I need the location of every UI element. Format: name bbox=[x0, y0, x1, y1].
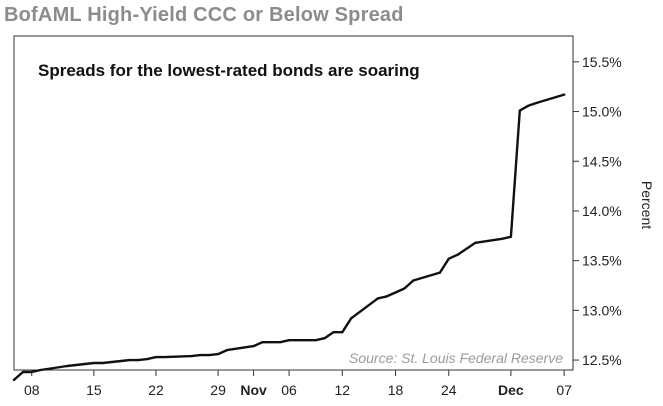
data-point bbox=[385, 295, 388, 298]
data-point bbox=[474, 241, 477, 244]
data-point bbox=[252, 345, 255, 348]
chart-title: BofAML High-Yield CCC or Below Spread bbox=[4, 4, 404, 26]
y-tick-label: 15.0% bbox=[582, 104, 622, 120]
x-tick-label: 06 bbox=[281, 382, 297, 398]
data-point bbox=[261, 341, 264, 344]
y-axis-label: Percent bbox=[639, 181, 655, 229]
y-axis: 12.5% 13.0% 13.5% 14.0% 14.5% 15.0% 15.5% bbox=[573, 54, 622, 368]
x-tick-label: Dec bbox=[498, 382, 524, 398]
x-tick-label: 15 bbox=[86, 382, 102, 398]
data-point bbox=[12, 378, 16, 381]
data-point bbox=[438, 271, 441, 274]
chart-annotation: Spreads for the lowest-rated bonds are s… bbox=[38, 61, 420, 80]
data-point bbox=[447, 257, 450, 260]
series-points bbox=[12, 93, 566, 381]
data-point bbox=[270, 341, 273, 344]
x-tick-label: 24 bbox=[441, 382, 457, 398]
y-tick-label: 15.5% bbox=[582, 54, 622, 70]
data-point bbox=[225, 349, 229, 352]
data-point bbox=[376, 297, 379, 300]
data-point bbox=[412, 279, 415, 282]
y-tick-label: 14.0% bbox=[582, 203, 622, 219]
data-point bbox=[146, 358, 149, 361]
data-point bbox=[199, 354, 202, 357]
data-point bbox=[217, 353, 220, 356]
data-point bbox=[21, 370, 24, 374]
y-tick-label: 14.5% bbox=[582, 153, 622, 169]
data-point bbox=[163, 356, 166, 359]
data-point bbox=[518, 109, 521, 112]
data-point bbox=[137, 359, 140, 362]
data-point bbox=[332, 331, 335, 334]
source-note: Source: St. Louis Federal Reserve bbox=[349, 350, 563, 366]
data-point bbox=[350, 317, 353, 320]
x-tick-label: 12 bbox=[335, 382, 351, 398]
data-point bbox=[101, 361, 104, 365]
data-point bbox=[341, 331, 344, 334]
data-point bbox=[75, 363, 78, 367]
data-point bbox=[500, 237, 504, 240]
data-point bbox=[456, 253, 459, 256]
data-point bbox=[66, 364, 69, 368]
data-point bbox=[92, 361, 95, 365]
data-point bbox=[30, 370, 33, 374]
data-point bbox=[154, 356, 158, 359]
data-point bbox=[279, 341, 282, 344]
x-tick-label: 22 bbox=[148, 382, 164, 398]
data-point bbox=[536, 101, 539, 104]
data-point bbox=[128, 359, 131, 362]
x-tick-label: 18 bbox=[388, 382, 404, 398]
data-point bbox=[527, 104, 530, 107]
y-tick-label: 13.0% bbox=[582, 302, 622, 318]
y-tick-label: 12.5% bbox=[582, 352, 622, 368]
series-line bbox=[12, 93, 566, 382]
data-point bbox=[83, 362, 87, 366]
data-point bbox=[403, 287, 406, 290]
data-point bbox=[288, 339, 291, 342]
data-point bbox=[509, 235, 512, 238]
data-point bbox=[190, 355, 193, 358]
x-tick-label: Nov bbox=[240, 382, 267, 398]
y-tick-label: 13.5% bbox=[582, 253, 622, 269]
x-tick-label: 07 bbox=[556, 382, 572, 398]
data-point bbox=[563, 93, 566, 96]
data-point bbox=[208, 354, 211, 357]
x-axis: 08 15 22 29 Nov 06 12 18 24 Dec 07 bbox=[24, 370, 572, 398]
data-point bbox=[394, 291, 397, 294]
x-tick-label: 08 bbox=[24, 382, 40, 398]
data-point bbox=[314, 339, 317, 342]
data-point bbox=[323, 337, 326, 340]
x-tick-label: 29 bbox=[210, 382, 226, 398]
data-point bbox=[39, 368, 42, 372]
plot-frame bbox=[13, 35, 574, 371]
